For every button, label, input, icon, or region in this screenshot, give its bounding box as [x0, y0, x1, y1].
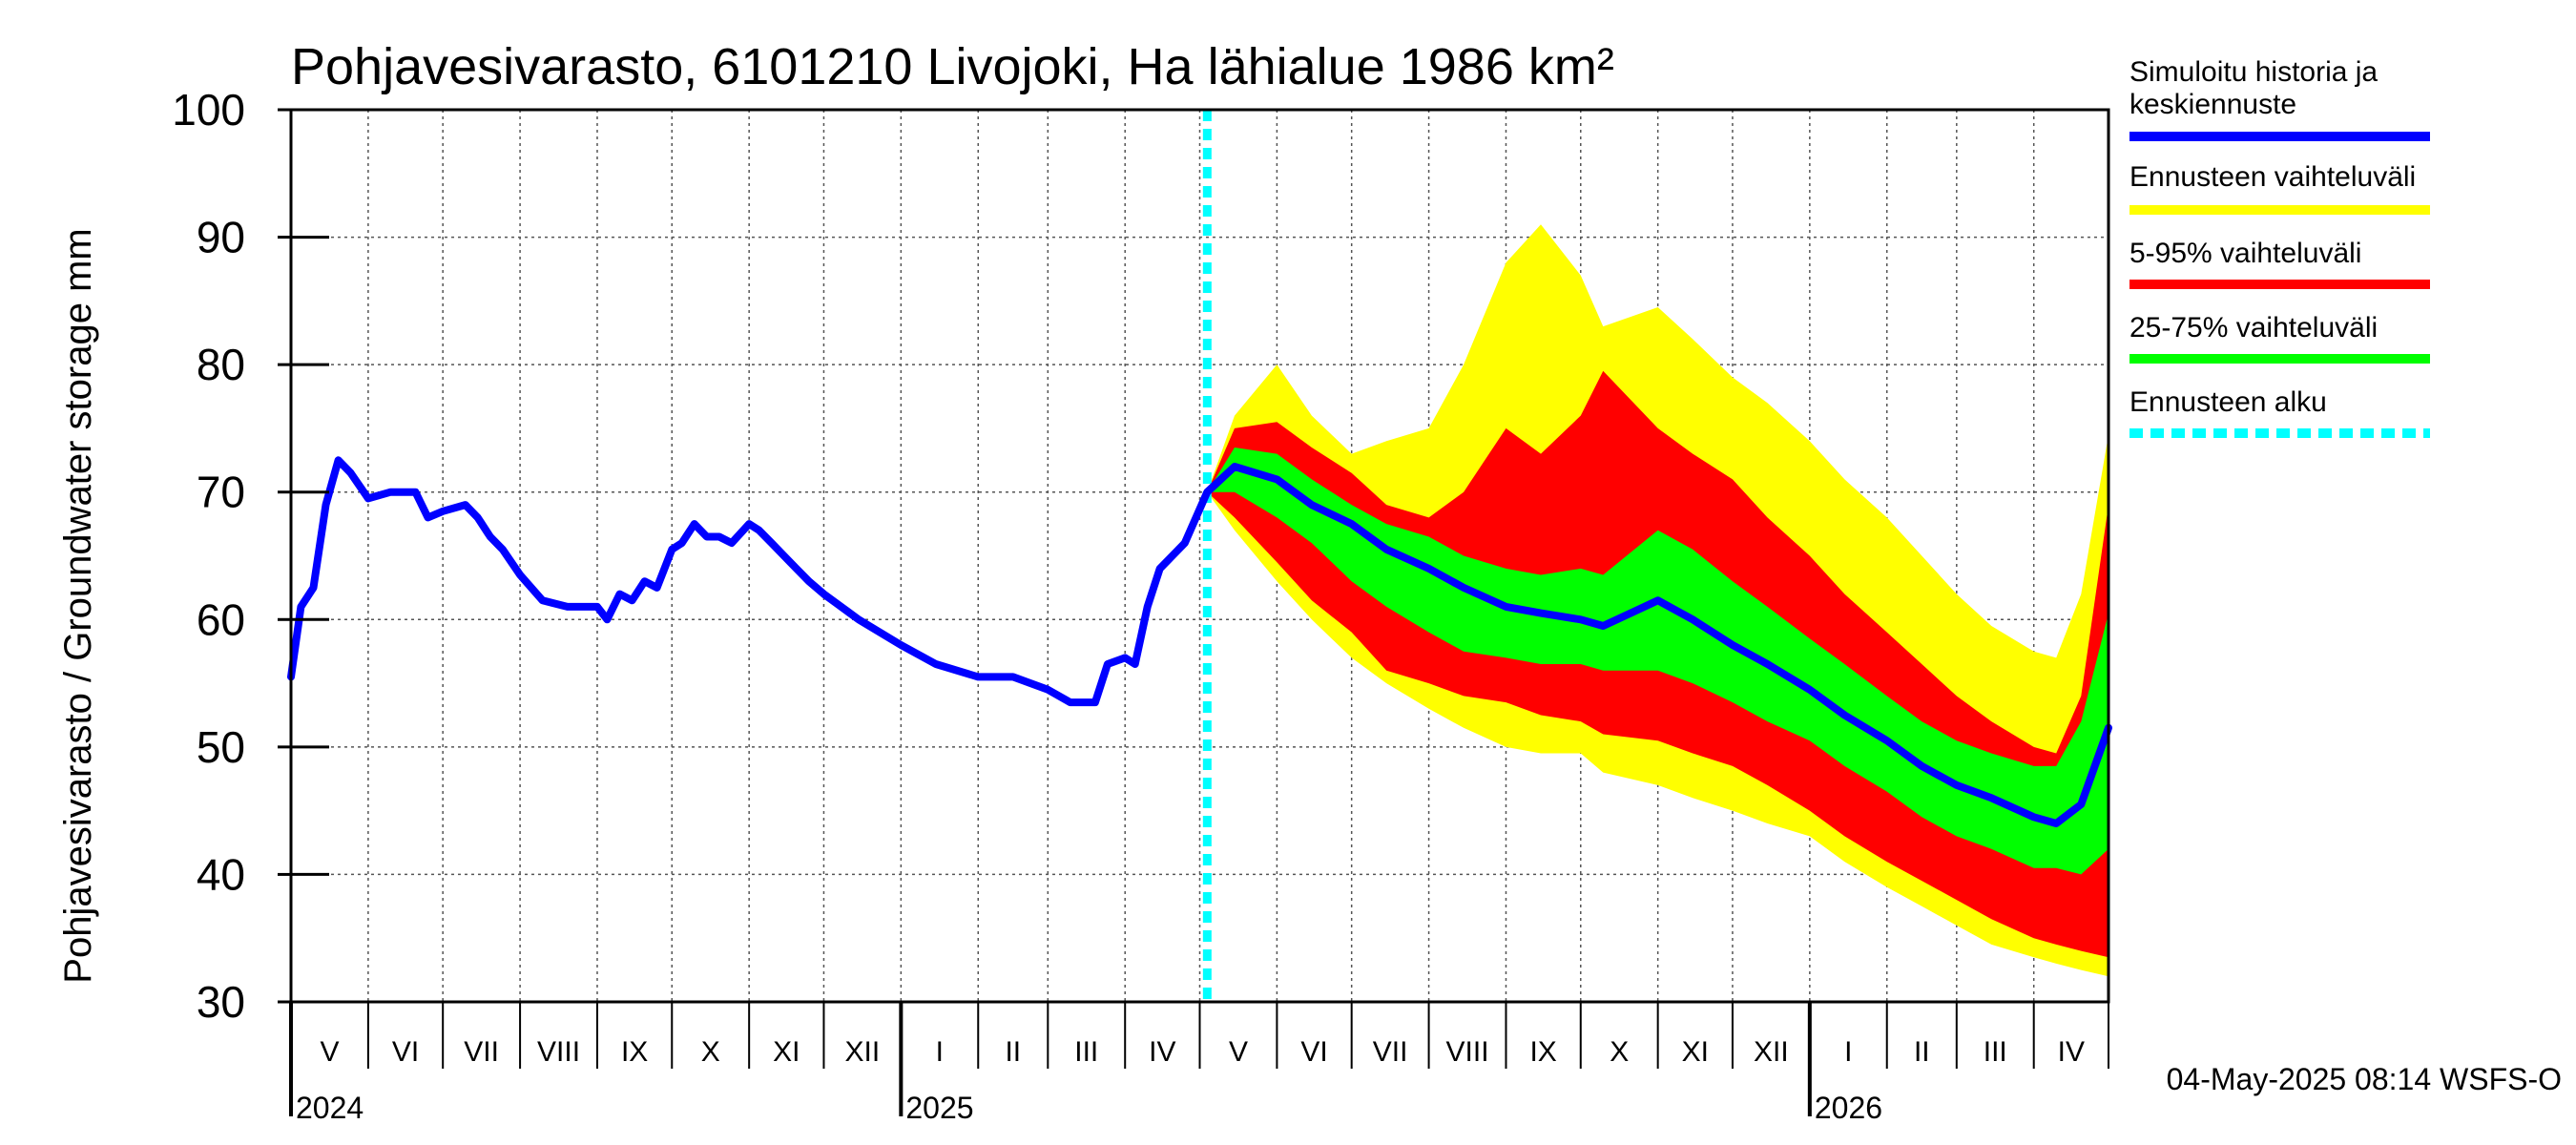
month-label: III: [1074, 1036, 1098, 1068]
month-label: VI: [1300, 1036, 1327, 1068]
footer-timestamp: 04-May-2025 08:14 WSFS-O: [2167, 1062, 2562, 1096]
month-label: IV: [1149, 1036, 1175, 1068]
month-label: IX: [1529, 1036, 1556, 1068]
month-label: I: [936, 1036, 944, 1068]
month-label: IV: [2058, 1036, 2085, 1068]
month-label: IX: [621, 1036, 648, 1068]
legend-label: 5-95% vaihteluväli: [2129, 238, 2361, 269]
month-label: VII: [1373, 1036, 1408, 1068]
month-label: II: [1005, 1036, 1021, 1068]
month-label: VII: [464, 1036, 499, 1068]
legend-label: Ennusteen alku: [2129, 386, 2327, 418]
month-label: XII: [1754, 1036, 1789, 1068]
y-tick-label: 100: [172, 85, 245, 135]
band-25-75-vaihteluv-li: [1207, 448, 2109, 875]
month-label: XI: [1682, 1036, 1709, 1068]
y-tick-label: 70: [197, 468, 245, 517]
month-label: X: [1610, 1036, 1629, 1068]
legend-label: Ennusteen vaihteluväli: [2129, 161, 2416, 193]
month-label: X: [701, 1036, 720, 1068]
plot-area: [287, 109, 2112, 1002]
month-label: XI: [773, 1036, 800, 1068]
month-label: V: [320, 1036, 339, 1068]
month-label: I: [1844, 1036, 1852, 1068]
year-label: 2024: [296, 1091, 364, 1125]
y-tick-label: 30: [197, 977, 245, 1027]
y-tick-label: 50: [197, 722, 245, 772]
month-label: V: [1229, 1036, 1248, 1068]
month-label: III: [1984, 1036, 2007, 1068]
legend-label: Simuloitu historia ja keskiennuste: [2129, 56, 2378, 120]
month-label: VIII: [537, 1036, 580, 1068]
y-tick-label: 90: [197, 213, 245, 262]
month-label: II: [1914, 1036, 1930, 1068]
y-tick-label: 80: [197, 340, 245, 389]
legend: Simuloitu historia ja keskiennuste Ennuste…: [2129, 56, 2430, 438]
chart-title: Pohjavesivarasto, 6101210 Livojoki, Ha l…: [291, 38, 1614, 95]
y-axis-label: Pohjavesivarasto / Groundwater storage m…: [57, 228, 99, 983]
year-label: 2026: [1815, 1091, 1882, 1125]
y-tick-label: 40: [197, 849, 245, 899]
median-line: [287, 456, 2112, 827]
y-tick-label: 60: [197, 594, 245, 644]
month-label: VI: [392, 1036, 419, 1068]
month-label: XII: [845, 1036, 881, 1068]
year-label: 2025: [905, 1091, 973, 1125]
legend-label: 25-75% vaihteluväli: [2129, 312, 2378, 344]
month-label: VIII: [1446, 1036, 1489, 1068]
